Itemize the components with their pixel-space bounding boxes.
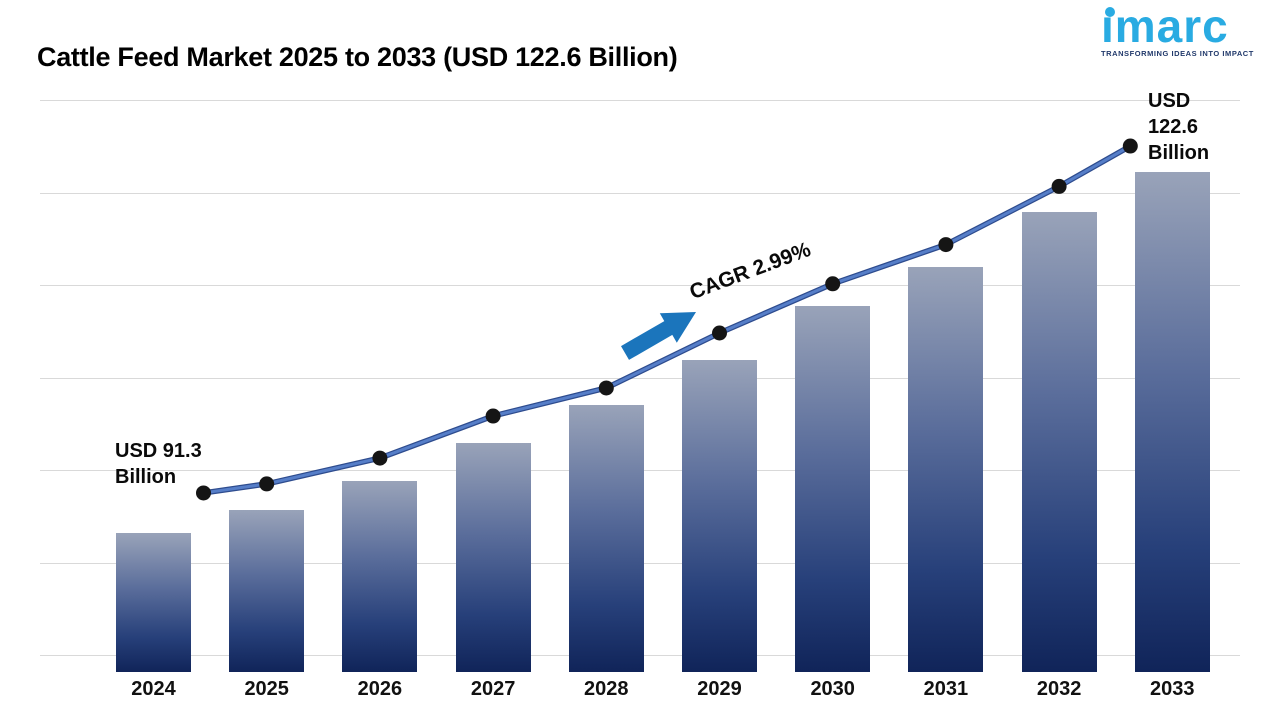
start-value-line2: Billion <box>115 466 177 488</box>
data-point-marker <box>938 237 954 253</box>
bar-2028 <box>568 404 644 672</box>
x-axis-label: 2028 <box>584 678 629 700</box>
x-axis-label: 2027 <box>470 678 516 700</box>
logo-i-dot-icon <box>1105 7 1115 17</box>
gridline <box>40 100 1240 101</box>
logo-brand-text: ımarc <box>1101 0 1229 52</box>
bar-2026 <box>342 481 418 672</box>
bar-2033 <box>1134 172 1210 672</box>
line-overlay <box>196 138 1138 501</box>
data-point-marker <box>598 380 614 396</box>
x-axis-label: 2024 <box>131 678 176 700</box>
x-axis-label: 2033 <box>1150 678 1195 700</box>
end-value-line3: Billion <box>1148 142 1210 164</box>
x-axis-label: 2032 <box>1036 678 1082 700</box>
x-axis-label: 2029 <box>697 678 742 700</box>
bar-2027 <box>455 443 531 672</box>
x-axis-label: 2030 <box>810 678 855 700</box>
x-axis-label: 2025 <box>244 678 289 700</box>
x-axis-label: 2026 <box>357 678 403 700</box>
imarc-logo: ımarc TRANSFORMING IDEAS INTO IMPACT <box>1101 0 1254 58</box>
start-value-line1: USD 91.3 <box>115 440 202 462</box>
data-point-marker <box>1122 138 1138 154</box>
data-point-marker <box>825 276 841 292</box>
data-point-marker <box>259 476 275 492</box>
data-point-marker <box>712 325 727 341</box>
data-point-marker <box>196 485 211 501</box>
chart-plot-area: USD 91.3 Billion USD 122.6 Billion CAGR … <box>40 90 1240 700</box>
logo-tagline: TRANSFORMING IDEAS INTO IMPACT <box>1101 49 1254 58</box>
gridline <box>40 285 1240 286</box>
bar-2032 <box>1021 212 1097 672</box>
bar-2025 <box>229 509 305 672</box>
gridline <box>40 192 1240 194</box>
data-point-marker <box>485 408 501 424</box>
bar-2031 <box>908 266 984 672</box>
bar-2029 <box>682 360 757 672</box>
page-title: Cattle Feed Market 2025 to 2033 (USD 122… <box>37 42 678 72</box>
end-value-line1: USD <box>1148 90 1191 112</box>
start-value-annotation: USD 91.3 Billion <box>115 438 202 490</box>
gridline <box>40 377 1240 379</box>
x-axis-label: 2031 <box>923 678 969 700</box>
trend-line <box>202 144 1132 495</box>
end-value-line2: 122.6 <box>1148 116 1199 138</box>
data-point-marker <box>1051 178 1067 194</box>
end-value-annotation: USD 122.6 Billion <box>1148 88 1209 166</box>
growth-arrow-icon <box>621 312 697 360</box>
bar-2030 <box>795 305 871 672</box>
data-point-marker <box>372 450 388 466</box>
bar-2024 <box>116 532 191 672</box>
